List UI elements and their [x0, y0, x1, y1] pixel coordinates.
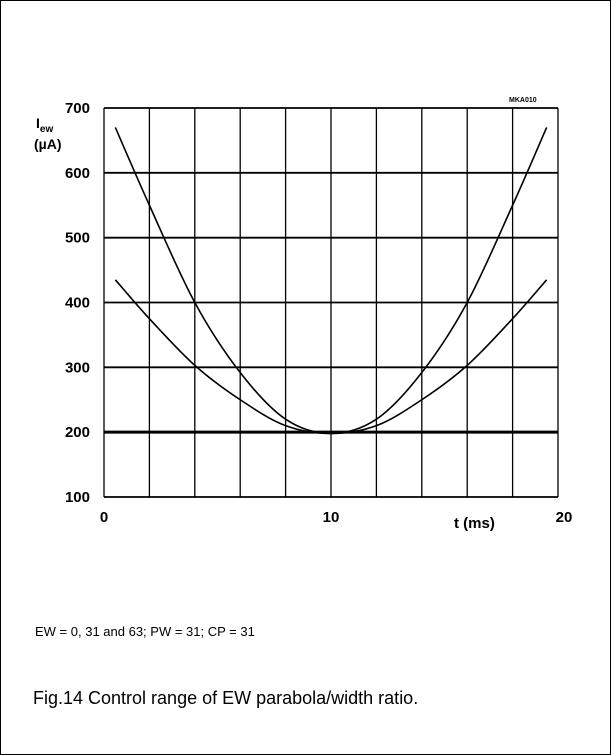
x-tick-label: 20 [556, 509, 573, 526]
y-tick-label: 200 [65, 424, 90, 441]
y-tick-label: 400 [65, 295, 90, 312]
y-axis-label-sub: ew [40, 124, 54, 135]
y-axis-label: Iew [36, 115, 53, 135]
y-tick-label: 300 [65, 359, 90, 376]
x-tick-labels: 0 10 20 [100, 509, 573, 526]
x-axis-label: t (ms) [454, 515, 495, 532]
figure-caption: Fig.14 Control range of EW parabola/widt… [33, 688, 419, 708]
y-tick-label: 700 [65, 100, 90, 117]
x-tick-label: 0 [100, 509, 108, 526]
grid-lines [103, 107, 559, 498]
y-axis-unit: (µA) [34, 136, 62, 152]
series-layer [104, 127, 558, 435]
y-tick-label: 100 [65, 489, 90, 506]
y-tick-labels: 100 200 300 400 500 600 700 [65, 100, 90, 506]
y-tick-label: 500 [65, 230, 90, 247]
x-tick-label: 10 [323, 509, 340, 526]
y-tick-label: 600 [65, 165, 90, 182]
conditions-text: EW = 0, 31 and 63; PW = 31; CP = 31 [35, 624, 255, 639]
figure-code: MKA010 [509, 97, 537, 104]
y-axis-label-main: I [36, 115, 40, 131]
